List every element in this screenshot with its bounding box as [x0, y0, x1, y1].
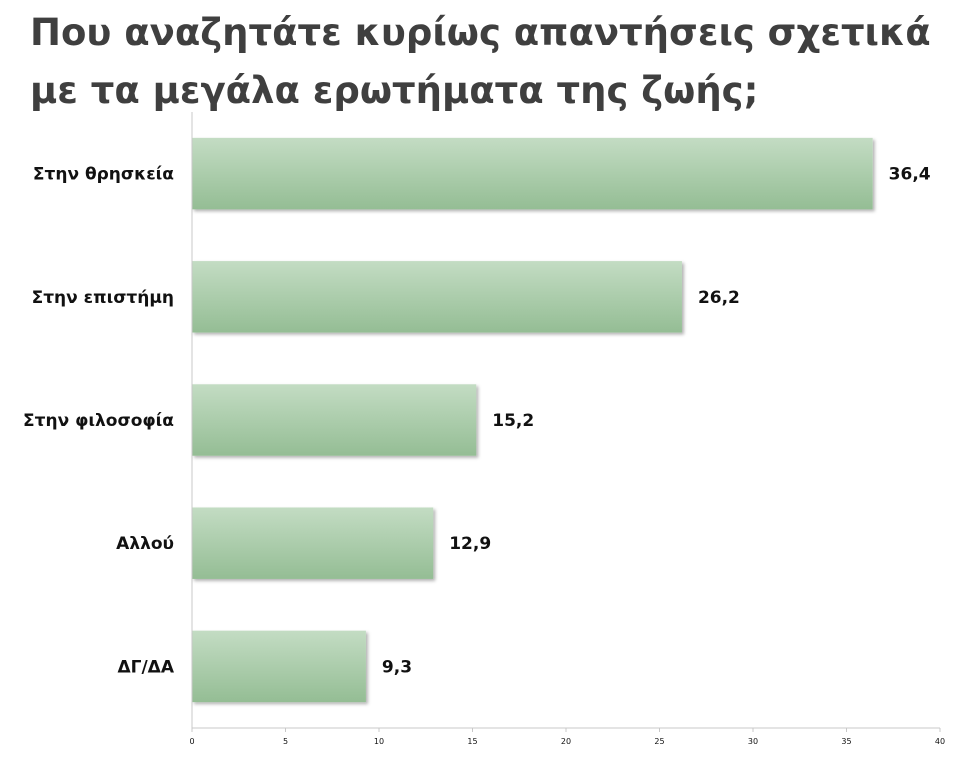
x-ticks: 0 5 10 15 20 25 30 35 40	[189, 728, 945, 746]
data-label: 26,2	[698, 288, 740, 308]
labels-layer: Στην θρησκεία 36,4 Στην επιστήμη 26,2 Στην φ…	[23, 165, 931, 678]
x-tick-label: 35	[841, 737, 851, 746]
x-tick-label: 10	[374, 737, 384, 746]
x-tick-label: 20	[561, 737, 571, 746]
x-tick-label: 15	[467, 737, 477, 746]
x-tick-label: 30	[748, 737, 758, 746]
data-label: 15,2	[492, 411, 534, 431]
bar	[192, 137, 873, 210]
x-tick-label: 40	[935, 737, 945, 746]
x-tick-label: 5	[283, 737, 288, 746]
category-label: Στην φιλοσοφία	[23, 411, 174, 431]
x-tick-label: 0	[189, 737, 194, 746]
chart-title: Που αναζητάτε κυρίως απαντήσεις σχετικά …	[30, 11, 931, 112]
data-label: 36,4	[889, 165, 931, 185]
category-label: ΔΓ/ΔΑ	[117, 657, 174, 677]
bar	[192, 630, 366, 703]
bar	[192, 507, 434, 579]
bars-layer	[192, 137, 873, 703]
category-label: Στην θρησκεία	[33, 165, 174, 185]
data-label: 12,9	[449, 534, 491, 554]
bar	[192, 261, 682, 333]
category-label: Αλλού	[116, 534, 174, 554]
x-tick-label: 25	[654, 737, 664, 746]
bar	[192, 384, 477, 456]
data-label: 9,3	[382, 657, 412, 677]
category-label: Στην επιστήμη	[32, 288, 174, 308]
